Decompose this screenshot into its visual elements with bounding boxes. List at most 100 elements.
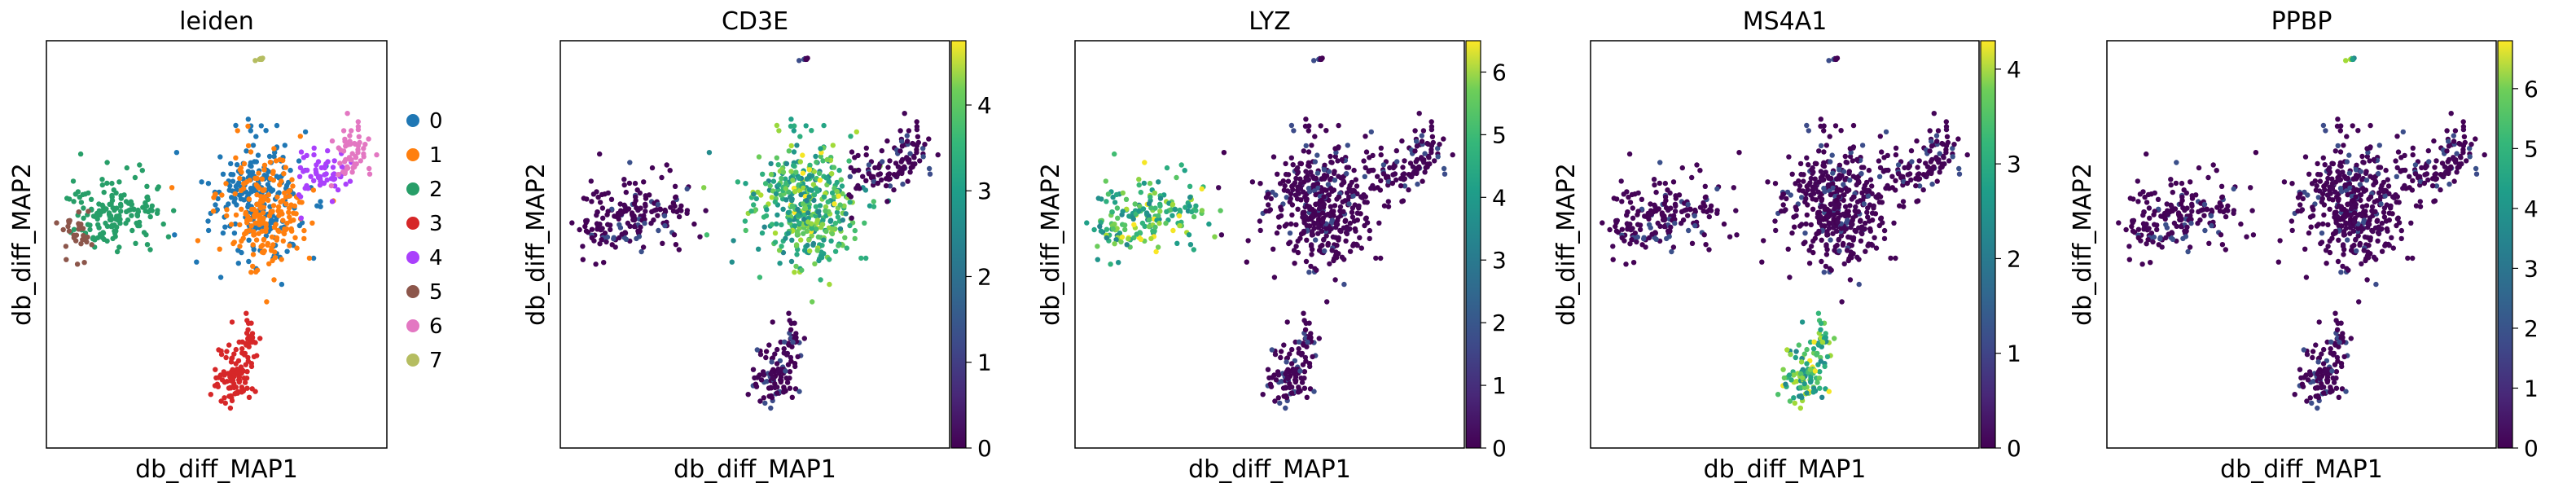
cell-point [1110, 226, 1116, 232]
cell-point [1313, 237, 1319, 243]
cell-point [817, 203, 823, 209]
cell-point [1277, 400, 1283, 406]
cell-point [599, 205, 606, 211]
cell-point [1193, 203, 1199, 209]
cell-point [2345, 191, 2350, 198]
cell-point [1701, 232, 1707, 238]
cell-point [914, 119, 919, 125]
cell-point [2348, 216, 2354, 222]
cell-point [2377, 165, 2384, 170]
cell-point [757, 351, 764, 358]
cell-point [104, 160, 110, 165]
cell-point [831, 194, 837, 200]
cell-point [347, 178, 353, 184]
cell-point [1371, 167, 1376, 174]
cell-point [1156, 213, 1161, 218]
cell-point [1828, 267, 1834, 273]
cell-point [2231, 208, 2237, 213]
cell-point [304, 152, 309, 159]
cell-point [704, 232, 710, 238]
cell-point [2184, 224, 2190, 231]
cell-point [2146, 205, 2153, 211]
cell-point [2328, 346, 2333, 352]
cell-point [790, 178, 796, 183]
cell-point [1843, 204, 1849, 209]
cell-point [2460, 143, 2467, 149]
cell-point [239, 169, 244, 175]
cell-point [1964, 152, 1970, 158]
cell-point [1813, 186, 1819, 191]
cell-point [2180, 205, 2186, 211]
cell-point [2292, 392, 2297, 398]
cell-point [2343, 220, 2349, 226]
cell-point [1346, 194, 1352, 200]
cell-point [2189, 209, 2195, 214]
cell-point [2180, 235, 2186, 242]
cell-point [1935, 128, 1942, 134]
cell-point [1787, 275, 1793, 280]
cell-point [621, 177, 627, 182]
cell-point [2368, 122, 2373, 129]
cell-point [1657, 160, 1663, 165]
cell-point [229, 319, 235, 325]
cell-point [2297, 367, 2303, 372]
cell-point [779, 244, 784, 249]
cell-point [1838, 233, 1845, 239]
cell-point [2353, 237, 2359, 243]
cell-point [1306, 270, 1312, 275]
cell-point [1416, 111, 1422, 116]
cell-point [1341, 257, 1347, 262]
cell-point [2319, 380, 2324, 387]
cell-point [1260, 392, 1266, 398]
cell-point [2390, 245, 2396, 251]
cell-point [1297, 176, 1303, 182]
cell-point [1810, 346, 1817, 352]
cell-point [1625, 209, 1630, 215]
cell-point [1801, 178, 1806, 184]
cell-point [1354, 183, 1360, 189]
cell-point [1931, 164, 1937, 169]
legend-marker [406, 217, 419, 230]
cell-point [1804, 346, 1810, 353]
cell-point [1187, 195, 1193, 200]
cell-point [787, 376, 792, 381]
cell-point [251, 213, 257, 218]
cell-point [1845, 234, 1851, 240]
cell-point [617, 201, 623, 207]
cell-point [872, 165, 878, 171]
cell-point [2329, 235, 2335, 241]
cell-point [1819, 178, 1825, 183]
cell-point [1113, 191, 1120, 198]
cell-point [260, 210, 266, 216]
cell-point [777, 261, 783, 266]
cell-point [1095, 257, 1101, 262]
cell-point [1347, 220, 1354, 226]
cell-point [731, 238, 736, 244]
cell-point [1838, 128, 1844, 134]
colorbar-tick-label: 3 [2007, 151, 2021, 178]
cell-point [95, 222, 101, 227]
scatter-points [569, 55, 941, 411]
cell-point [1352, 202, 1358, 208]
cell-point [1816, 148, 1822, 154]
cell-point [1412, 128, 1418, 134]
cell-point [2432, 165, 2438, 170]
cell-point [1673, 195, 1679, 201]
cell-point [1317, 194, 1323, 200]
cell-point [288, 226, 294, 232]
cell-point [1821, 128, 1827, 134]
panel-title: MS4A1 [1743, 7, 1828, 36]
cell-point [1902, 165, 1907, 171]
cell-point [2146, 226, 2152, 231]
cell-point [775, 212, 780, 218]
cell-point [287, 243, 292, 248]
legend-marker [406, 354, 419, 367]
cell-point [858, 255, 864, 261]
cell-point [245, 123, 251, 130]
cell-point [2346, 201, 2353, 207]
cell-point [641, 213, 647, 218]
cell-point [1841, 261, 1847, 267]
cell-point [2319, 351, 2324, 357]
cell-point [239, 339, 245, 345]
cell-point [1799, 222, 1805, 227]
